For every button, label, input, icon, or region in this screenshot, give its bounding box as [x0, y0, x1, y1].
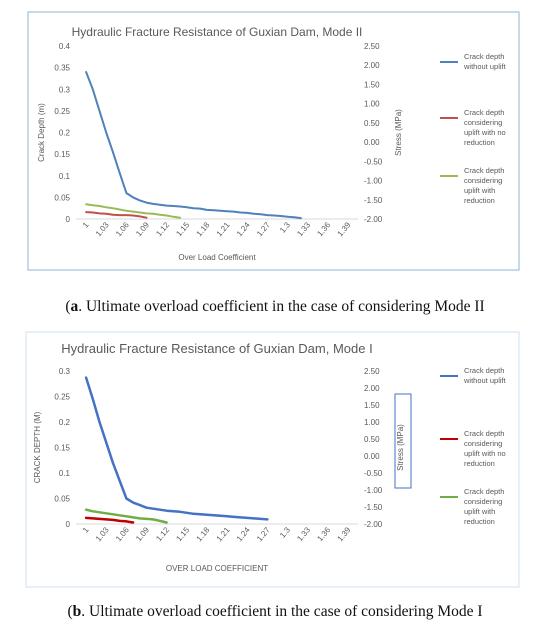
chart-0-y2-tick-label: -2.00 [364, 215, 383, 224]
chart-0-y-tick-label: 0.4 [59, 42, 71, 51]
chart-1-y-tick-label: 0.15 [54, 444, 70, 453]
chart-1-y2-tick-label: 0.00 [364, 452, 380, 461]
chart-1-y2-label-box [394, 393, 412, 489]
caption-a-label: a [70, 298, 79, 315]
chart-1-y2-tick-label: 2.50 [364, 367, 380, 376]
chart-1-y-tick-label: 0.25 [54, 393, 70, 402]
chart-0-legend-label-1: Crack depth considering uplift with no redu… [464, 108, 506, 147]
chart-1-y2-tick-label: -1.00 [364, 486, 383, 495]
chart-1-x-tick-label: 1 [81, 525, 91, 535]
chart-1-series-line-2 [84, 508, 168, 524]
chart-1-legend-label-2: Crack depth considering uplift with reducti… [464, 487, 504, 526]
chart-0-y-tick-label: 0 [66, 215, 71, 224]
chart-0-y2-tick-label: 1.00 [364, 100, 380, 109]
chart-0-y-tick-label: 0.1 [59, 172, 71, 181]
chart-0-y2-tick-label: 0.00 [364, 138, 380, 147]
chart-0-y2-axis-label: Stress (MPa) [394, 109, 403, 156]
chart-0-y2-tick-label: 2.50 [364, 42, 380, 51]
chart-0-y2-tick-label: 0.50 [364, 119, 380, 128]
chart-1-y-tick-label: 0 [66, 520, 71, 529]
chart-1-frame [25, 331, 520, 588]
chart-0-x-axis-label: Over Load Coefficient [178, 253, 256, 262]
chart-1-y-tick-label: 0.3 [59, 367, 71, 376]
chart-0-x-tick-label: 1 [81, 220, 91, 230]
chart-1-y-tick-label: 0.2 [59, 418, 71, 427]
chart-0-y2-tick-label: 1.50 [364, 80, 380, 89]
chart-0-title: Hydraulic Fracture Resistance of Guxian … [72, 25, 363, 39]
chart-1-series-line-0 [84, 376, 269, 521]
chart-0-y2-tick-label: 2.00 [364, 61, 380, 70]
chart-1-y2-tick-label: 1.00 [364, 418, 380, 427]
chart-0-y2-tick-label: -1.50 [364, 196, 383, 205]
chart-0-legend-label-2: Crack depth considering uplift with reducti… [464, 166, 504, 205]
chart-1-y2-tick-label: 2.00 [364, 384, 380, 393]
chart-mode-i: Hydraulic Fracture Resistance of Guxian … [25, 331, 520, 588]
chart-1-y2-tick-label: -1.50 [364, 503, 383, 512]
chart-1-y2-tick-label: 1.50 [364, 401, 380, 410]
caption-b-label: b [72, 603, 82, 620]
chart-1-y2-tick-label: -0.50 [364, 469, 383, 478]
chart-0-y-tick-label: 0.15 [54, 150, 70, 159]
chart-0-series-line-2 [85, 203, 182, 219]
chart-1-legend-label-0: Crack depth without uplift [463, 366, 507, 385]
chart-1-y-tick-label: 0.1 [59, 469, 71, 478]
chart-0-series-line-1 [85, 211, 148, 219]
chart-0-legend-label-0: Crack depth without uplift [463, 52, 507, 71]
chart-1-y-axis-label: CRACK DEPTH (M) [33, 411, 42, 483]
chart-1-title: Hydraulic Fracture Resistance of Guxian … [61, 341, 372, 356]
chart-1-y-tick-label: 0.05 [54, 495, 70, 504]
chart-0-y2-tick-label: -1.00 [364, 177, 383, 186]
chart-1-y2-axis-label: Stress (MPa) [396, 424, 405, 471]
chart-0-y-axis-label: Crack Depth (m) [37, 103, 46, 162]
chart-0-y-tick-label: 0.05 [54, 193, 70, 202]
chart-1-legend-label-1: Crack depth considering uplift with no redu… [464, 429, 506, 468]
chart-1-y2-tick-label: -2.00 [364, 520, 383, 529]
chart-1-series-line-1 [84, 516, 135, 524]
chart-1-x-axis-label: OVER LOAD COEFFICIENT [166, 564, 268, 573]
chart-0-y-tick-label: 0.2 [59, 129, 71, 138]
caption-a: (a. Ultimate overload coefficient in the… [65, 298, 485, 315]
chart-0-series-line-0 [85, 71, 302, 220]
chart-0-y2-tick-label: -0.50 [364, 157, 383, 166]
caption-b-text: . Ultimate overload coefficient in the c… [81, 603, 483, 620]
caption-a-text: . Ultimate overload coefficient in the c… [78, 298, 485, 315]
chart-0-y-tick-label: 0.35 [54, 64, 70, 73]
chart-1-y2-tick-label: 0.50 [364, 435, 380, 444]
chart-mode-ii: Hydraulic Fracture Resistance of Guxian … [27, 11, 520, 271]
chart-0-y-tick-label: 0.3 [59, 85, 71, 94]
caption-b: (b. Ultimate overload coefficient in the… [67, 603, 483, 620]
chart-0-y-tick-label: 0.25 [54, 107, 70, 116]
